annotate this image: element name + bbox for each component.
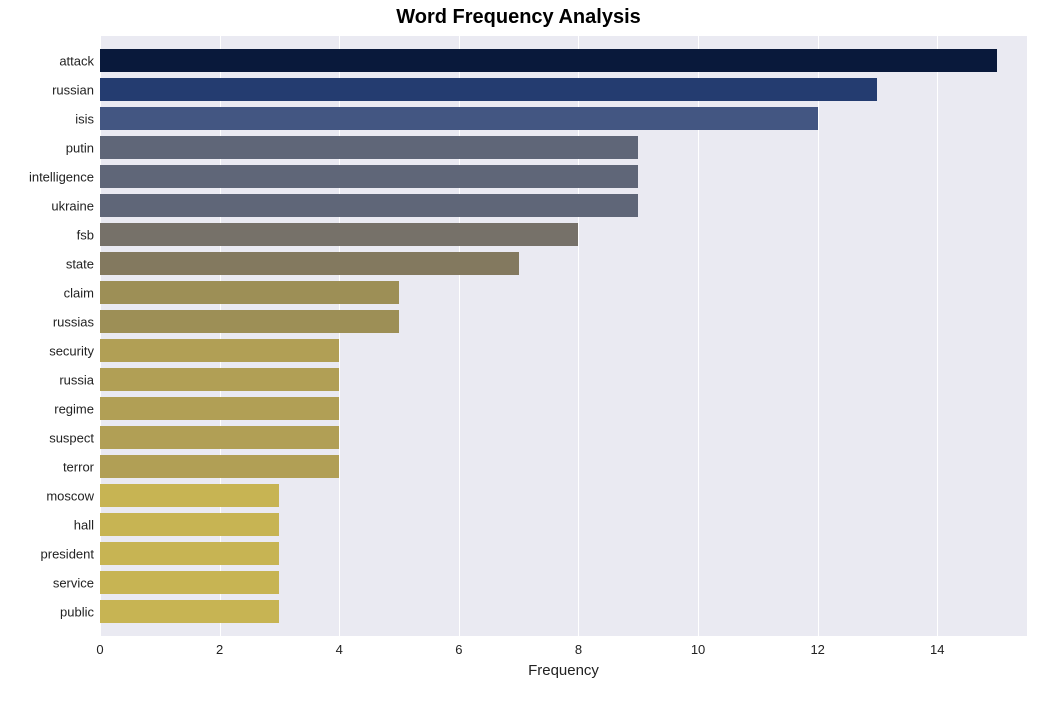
y-tick-label: regime: [54, 401, 100, 416]
y-tick-label: isis: [75, 111, 100, 126]
word-frequency-chart: Word Frequency Analysis Frequency 024681…: [0, 0, 1037, 701]
y-tick-label: attack: [59, 53, 100, 68]
bar: [100, 281, 399, 304]
y-tick-label: moscow: [46, 488, 100, 503]
y-tick-label: putin: [66, 140, 100, 155]
x-tick-label: 6: [455, 636, 462, 657]
bar: [100, 513, 279, 536]
chart-title: Word Frequency Analysis: [0, 6, 1037, 29]
bar: [100, 165, 638, 188]
x-tick-label: 12: [810, 636, 824, 657]
y-tick-label: president: [41, 546, 100, 561]
bar: [100, 78, 877, 101]
bar: [100, 600, 279, 623]
y-tick-label: state: [66, 256, 100, 271]
x-tick-label: 10: [691, 636, 705, 657]
bar: [100, 194, 638, 217]
bar: [100, 542, 279, 565]
bar: [100, 455, 339, 478]
gridline: [937, 36, 938, 636]
y-tick-label: fsb: [77, 227, 100, 242]
bar: [100, 571, 279, 594]
bar: [100, 484, 279, 507]
bar: [100, 252, 519, 275]
y-tick-label: intelligence: [29, 169, 100, 184]
bar: [100, 426, 339, 449]
y-tick-label: russias: [53, 314, 100, 329]
bar: [100, 310, 399, 333]
y-tick-label: ukraine: [51, 198, 100, 213]
x-tick-label: 14: [930, 636, 944, 657]
y-tick-label: terror: [63, 459, 100, 474]
y-tick-label: security: [49, 343, 100, 358]
y-tick-label: suspect: [49, 430, 100, 445]
y-tick-label: claim: [64, 285, 100, 300]
x-tick-label: 8: [575, 636, 582, 657]
plot-area: Frequency 02468101214attackrussianisispu…: [100, 36, 1027, 636]
x-axis-label: Frequency: [528, 636, 599, 679]
bar: [100, 223, 578, 246]
x-tick-label: 4: [336, 636, 343, 657]
bar: [100, 339, 339, 362]
x-tick-label: 2: [216, 636, 223, 657]
bar: [100, 397, 339, 420]
y-tick-label: russian: [52, 82, 100, 97]
bar: [100, 107, 818, 130]
bar: [100, 368, 339, 391]
gridline: [818, 36, 819, 636]
bar: [100, 136, 638, 159]
x-tick-label: 0: [96, 636, 103, 657]
y-tick-label: russia: [59, 372, 100, 387]
y-tick-label: hall: [74, 517, 100, 532]
y-tick-label: service: [53, 575, 100, 590]
bar: [100, 49, 997, 72]
y-tick-label: public: [60, 604, 100, 619]
